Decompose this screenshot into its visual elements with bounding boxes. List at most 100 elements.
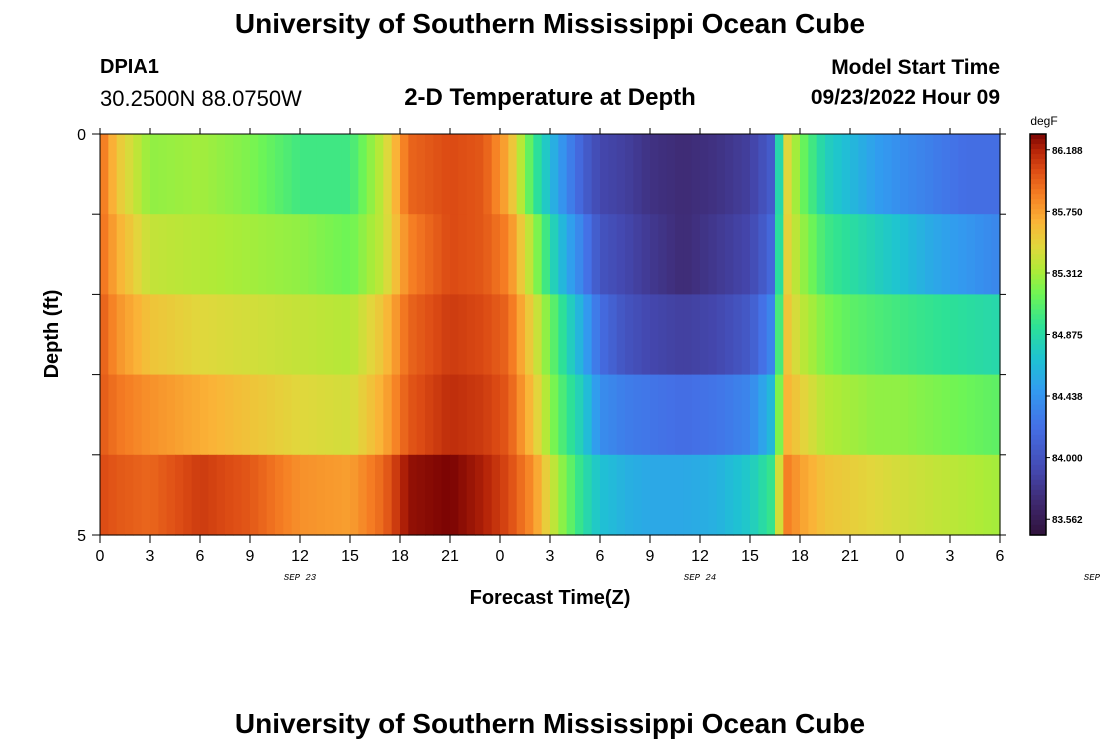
heatmap-cell: [658, 374, 668, 456]
heatmap-cell: [441, 214, 451, 295]
heatmap-cell: [700, 454, 709, 536]
heatmap-cell: [366, 454, 376, 536]
heatmap-cell: [608, 454, 618, 536]
heatmap-cell: [150, 134, 159, 215]
heatmap-cell: [708, 374, 718, 456]
heatmap-cell: [691, 374, 701, 456]
heatmap-cell: [858, 134, 868, 215]
heatmap-cell: [875, 374, 884, 456]
heatmap-cell: [158, 454, 168, 536]
heatmap-cell: [741, 294, 751, 376]
heatmap-cell: [750, 374, 759, 456]
colorbar-tick-label: 86.188: [1052, 146, 1083, 157]
heatmap-cell: [816, 454, 826, 536]
x-tick-label: 9: [246, 548, 255, 565]
heatmap-cell: [483, 214, 493, 295]
heatmap-cell: [458, 454, 468, 536]
heatmap-cell: [258, 374, 268, 456]
heatmap-cell: [933, 294, 943, 376]
heatmap-cell: [325, 214, 334, 295]
heatmap-cell: [450, 214, 459, 295]
heatmap-cell: [841, 374, 851, 456]
heatmap-cell: [750, 294, 759, 376]
heatmap-cell: [141, 454, 151, 536]
heatmap-cell: [858, 294, 868, 376]
heatmap-cell: [266, 374, 276, 456]
heatmap-cell: [775, 294, 784, 376]
heatmap-cell: [866, 134, 876, 215]
heatmap-cell: [483, 374, 493, 456]
heatmap-cell: [150, 294, 159, 376]
heatmap-cell: [250, 454, 259, 536]
colorbar-segment: [1030, 324, 1046, 331]
heatmap-cell: [691, 294, 701, 376]
heatmap-cell: [508, 214, 518, 295]
heatmap-cell: [466, 134, 476, 215]
colorbar-segment: [1030, 399, 1046, 406]
heatmap-cell: [658, 214, 668, 295]
heatmap-cell: [575, 134, 584, 215]
heatmap-cell: [291, 134, 301, 215]
heatmap-cell: [450, 374, 459, 456]
heatmap-cell: [175, 454, 184, 536]
x-tick-label: 21: [841, 548, 859, 565]
heatmap-cell: [758, 454, 768, 536]
colorbar-segment: [1030, 249, 1046, 255]
heatmap-cell: [983, 214, 993, 295]
y-tick-label: 5: [77, 528, 86, 545]
heatmap-cell: [958, 374, 968, 456]
colorbar-segment: [1030, 319, 1046, 326]
heatmap-cell: [100, 294, 109, 376]
heatmap-cell: [533, 214, 543, 295]
heatmap-cell: [641, 454, 651, 536]
heatmap-cell: [866, 294, 876, 376]
heatmap-cell: [833, 454, 843, 536]
heatmap-cell: [358, 134, 368, 215]
colorbar-segment: [1030, 169, 1046, 175]
heatmap-cell: [475, 454, 484, 536]
colorbar-segment: [1030, 274, 1046, 280]
heatmap-cell: [516, 214, 526, 295]
colorbar-segment: [1030, 154, 1046, 160]
heatmap-cell: [175, 214, 184, 295]
y-axis-label: Depth (ft): [41, 290, 63, 379]
heatmap-cell: [250, 214, 259, 295]
heatmap-cell: [433, 134, 443, 215]
heatmap-cell: [475, 214, 484, 295]
colorbar-segment: [1030, 304, 1046, 311]
heatmap-cell: [591, 454, 601, 536]
heatmap-cell: [241, 134, 251, 215]
heatmap-cell: [475, 294, 484, 376]
colorbar-segment: [1030, 359, 1046, 366]
heatmap-cell: [600, 454, 609, 536]
heatmap-cell: [516, 374, 526, 456]
colorbar-segment: [1030, 239, 1046, 245]
heatmap-cell: [516, 454, 526, 536]
heatmap-cell: [316, 214, 326, 295]
heatmap-cell: [825, 454, 834, 536]
heatmap-cell: [575, 214, 584, 295]
heatmap-cell: [108, 374, 118, 456]
heatmap-cell: [441, 294, 451, 376]
station-id: DPIA1: [100, 56, 159, 78]
colorbar-segment: [1030, 419, 1046, 426]
heatmap-cell: [591, 374, 601, 456]
heatmap-cell: [941, 454, 951, 536]
colorbar-segment: [1030, 259, 1046, 265]
heatmap-cell: [875, 214, 884, 295]
heatmap-cell: [341, 294, 351, 376]
heatmap-cell: [808, 294, 818, 376]
heatmap-cell: [641, 214, 651, 295]
heatmap-cell: [741, 374, 751, 456]
heatmap-cell: [291, 374, 301, 456]
heatmap-cell: [683, 454, 693, 536]
heatmap-cell: [150, 374, 159, 456]
heatmap-cell: [275, 214, 284, 295]
heatmap-cell: [191, 214, 201, 295]
heatmap-cell: [558, 294, 568, 376]
heatmap-cell: [175, 134, 184, 215]
heatmap-cell: [216, 374, 226, 456]
heatmap-cell: [750, 214, 759, 295]
heatmap-cell: [366, 374, 376, 456]
heatmap-cell: [308, 294, 318, 376]
